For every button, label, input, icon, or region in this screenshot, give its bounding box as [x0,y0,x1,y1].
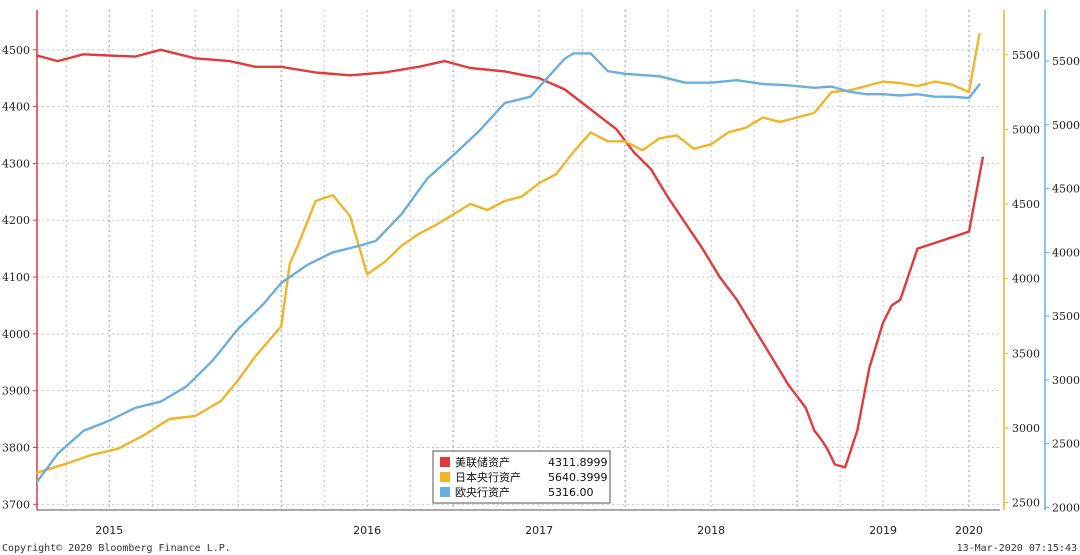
right-axis-2-tick-label: 5000 [1052,119,1080,132]
legend-label: 欧央行资产 [455,485,510,499]
series-line [35,52,981,484]
legend-item: 欧央行资产 5316.00 [440,485,594,499]
x-axis-tick-label: 2020 [955,524,983,537]
series-line [35,48,984,469]
legend-value: 5316.00 [548,486,594,499]
left-axis-tick-label: 3900 [2,385,30,398]
legend-label: 日本央行资产 [455,470,521,484]
left-axis-tick-label: 3800 [2,442,30,455]
right-axis-1-tick-label: 4000 [1012,273,1040,286]
legend-item: 美联储资产 4311.8999 [440,455,608,469]
right-axis-2-tick-label: 2500 [1052,438,1080,451]
axes: 3700 3800 3900 4000 4100 4200 4300 4400 4500 2500… [2,10,1080,537]
right-axis-1-tick-label: 3500 [1012,347,1040,360]
right-axis-2-tick-label: 3000 [1052,374,1080,387]
x-axis-tick-label: 2017 [525,524,553,537]
left-axis-tick-label: 4400 [2,101,30,114]
right-axis-2-tick-label: 4000 [1052,246,1080,259]
right-axis-1-tick-label: 5500 [1012,49,1040,62]
legend-box [432,450,611,504]
right-axis-1-tick-label: 4500 [1012,198,1040,211]
x-axis-tick-label: 2015 [95,524,123,537]
series-line [35,32,981,474]
right-axis-1-tick-label: 5000 [1012,123,1040,136]
x-axis-tick-label: 2016 [353,524,381,537]
right-axis-1-tick-label: 3000 [1012,422,1040,435]
left-axis-tick-label: 4300 [2,157,30,170]
left-axis-tick-label: 4000 [2,328,30,341]
left-axis-tick-label: 4200 [2,214,30,227]
right-axis-2-tick-label: 3500 [1052,310,1080,323]
x-axis-tick-label: 2019 [869,524,897,537]
right-axis-2-tick-label: 2000 [1052,501,1080,514]
right-axis-2-tick-label: 4500 [1052,183,1080,196]
legend: 美联储资产 4311.8999 日本央行资产 5640.3999 欧央行资产 5… [432,450,611,504]
legend-value: 4311.8999 [548,456,608,469]
timestamp-text: 13-Mar-2020 07:15:43 [957,543,1077,554]
legend-swatch [440,472,450,482]
x-axis-tick-label: 2018 [697,524,725,537]
legend-item: 日本央行资产 5640.3999 [440,470,608,484]
legend-label: 美联储资产 [455,455,510,469]
legend-value: 5640.3999 [548,471,608,484]
legend-swatch [440,487,450,497]
copyright-text: Copyright© 2020 Bloomberg Finance L.P. [2,543,231,554]
left-axis-tick-label: 4500 [2,44,30,57]
left-axis-tick-label: 3700 [2,498,30,511]
right-axis-2-tick-label: 5500 [1052,55,1080,68]
left-axis-tick-label: 4100 [2,271,30,284]
legend-swatch [440,457,450,467]
series-layer [35,32,984,484]
right-axis-1-tick-label: 2500 [1012,497,1040,510]
grid [37,10,1000,510]
